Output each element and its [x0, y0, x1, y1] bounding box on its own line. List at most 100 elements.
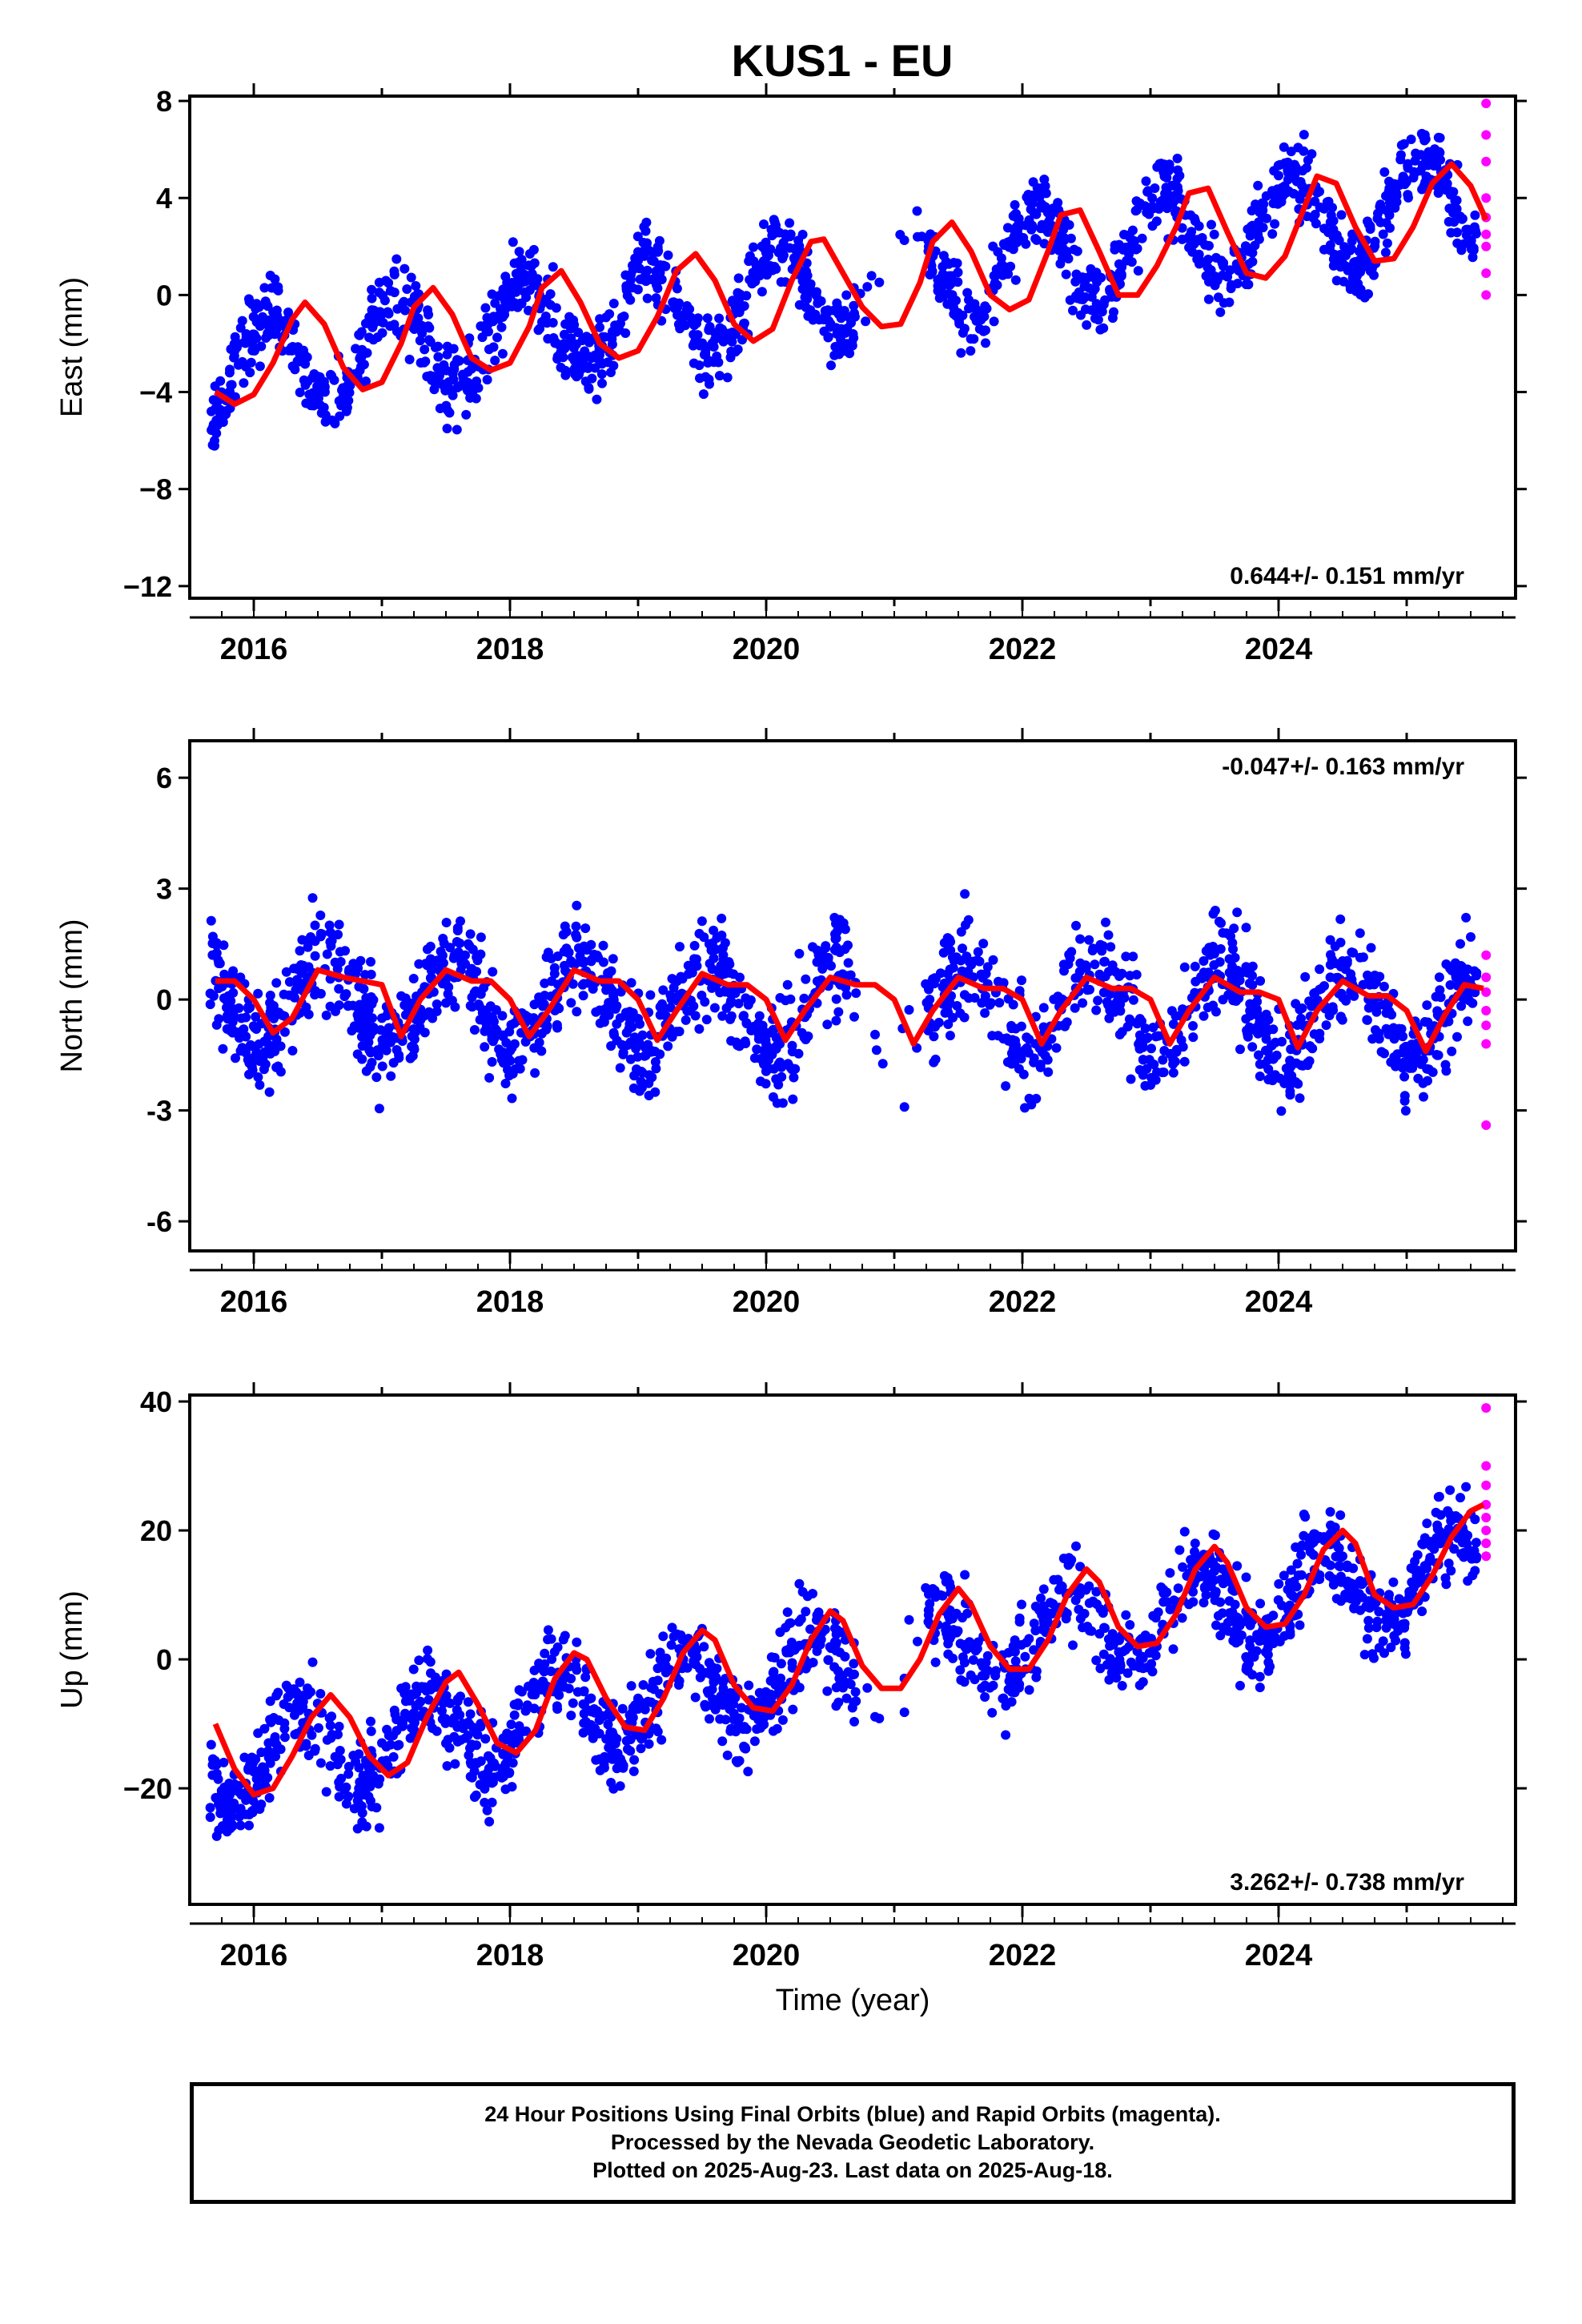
final-point: [871, 1045, 881, 1055]
final-point: [1215, 957, 1225, 967]
y-tick-label: 4: [156, 182, 172, 215]
final-point: [1174, 1545, 1185, 1555]
final-point: [763, 1055, 773, 1065]
final-point: [1405, 1063, 1415, 1073]
final-point: [1098, 1608, 1108, 1618]
final-point: [952, 258, 962, 268]
final-point: [1362, 1602, 1372, 1612]
final-point: [1190, 961, 1200, 971]
final-point: [705, 340, 716, 351]
final-point: [301, 1739, 311, 1749]
final-point: [1330, 1522, 1340, 1533]
final-point: [830, 934, 841, 944]
final-point: [694, 928, 705, 939]
final-point: [249, 342, 259, 352]
final-point: [253, 988, 263, 999]
final-point: [536, 1046, 547, 1056]
final-point: [432, 955, 443, 966]
final-point: [1270, 192, 1280, 203]
final-point: [322, 949, 332, 959]
final-point: [365, 1062, 375, 1072]
final-point: [970, 1675, 980, 1685]
final-point: [389, 320, 400, 330]
final-point: [1109, 307, 1118, 317]
final-point: [1415, 150, 1426, 160]
final-point: [1369, 999, 1379, 1010]
final-point: [840, 1651, 850, 1662]
final-point: [648, 256, 659, 267]
final-point: [741, 1018, 752, 1028]
final-point: [400, 263, 410, 274]
final-point: [705, 959, 715, 969]
final-point: [595, 1754, 604, 1764]
final-point: [1463, 1016, 1473, 1027]
final-point: [812, 1646, 822, 1656]
final-point: [847, 340, 857, 351]
rapid-point: [1481, 193, 1492, 203]
final-point: [433, 352, 444, 362]
final-point: [1452, 195, 1462, 206]
final-point: [391, 1715, 402, 1725]
final-point: [1235, 1680, 1245, 1691]
final-point: [568, 1698, 578, 1708]
final-point: [629, 1032, 640, 1043]
final-point: [1359, 292, 1370, 303]
final-point: [265, 271, 275, 280]
final-point: [1146, 1080, 1156, 1090]
final-point: [465, 1771, 476, 1782]
final-point: [608, 360, 619, 371]
final-point: [235, 1820, 246, 1831]
final-point: [1148, 1610, 1158, 1621]
final-point: [411, 1027, 421, 1037]
final-point: [740, 1743, 750, 1753]
final-point: [1157, 1068, 1167, 1078]
final-point: [456, 1691, 465, 1702]
final-point: [615, 1063, 625, 1073]
final-point: [1374, 1028, 1384, 1039]
final-point: [371, 1072, 382, 1083]
final-point: [227, 1017, 238, 1027]
final-point: [504, 1768, 515, 1779]
x-tick-label: 2016: [220, 1285, 288, 1319]
final-point: [1276, 1106, 1287, 1116]
final-point: [603, 968, 613, 978]
final-point: [947, 295, 958, 305]
final-point: [1091, 299, 1102, 309]
final-point: [501, 1038, 512, 1047]
final-point: [552, 1642, 563, 1652]
final-point: [1268, 1635, 1279, 1646]
final-point: [1138, 1677, 1148, 1687]
final-point: [1255, 1671, 1265, 1682]
final-point: [1068, 1640, 1078, 1651]
final-point: [1285, 1090, 1295, 1100]
final-point: [1319, 223, 1329, 234]
final-point: [568, 343, 579, 353]
final-point: [994, 998, 1005, 1008]
final-point: [1272, 184, 1283, 195]
final-point: [912, 206, 922, 216]
final-point: [959, 1677, 970, 1687]
final-point: [753, 268, 764, 278]
final-point: [1132, 205, 1142, 215]
final-point: [1382, 238, 1392, 248]
final-point: [377, 1738, 387, 1748]
final-point: [1088, 1596, 1098, 1606]
final-point: [687, 967, 697, 978]
final-point: [1232, 907, 1243, 918]
final-point: [958, 943, 967, 954]
final-point: [1449, 217, 1460, 227]
final-point: [709, 1003, 720, 1013]
final-point: [829, 1662, 840, 1672]
final-point: [438, 934, 448, 943]
final-point: [1350, 257, 1360, 267]
final-point: [1389, 191, 1399, 201]
x-tick-label: 2020: [733, 633, 801, 666]
final-point: [1207, 1558, 1217, 1569]
final-point: [1346, 1594, 1356, 1604]
model-curve: [214, 161, 1489, 408]
final-point: [1321, 1020, 1331, 1031]
final-point: [1020, 1651, 1030, 1662]
final-point: [1133, 266, 1143, 276]
final-point: [211, 940, 222, 951]
final-point: [1431, 1536, 1441, 1546]
